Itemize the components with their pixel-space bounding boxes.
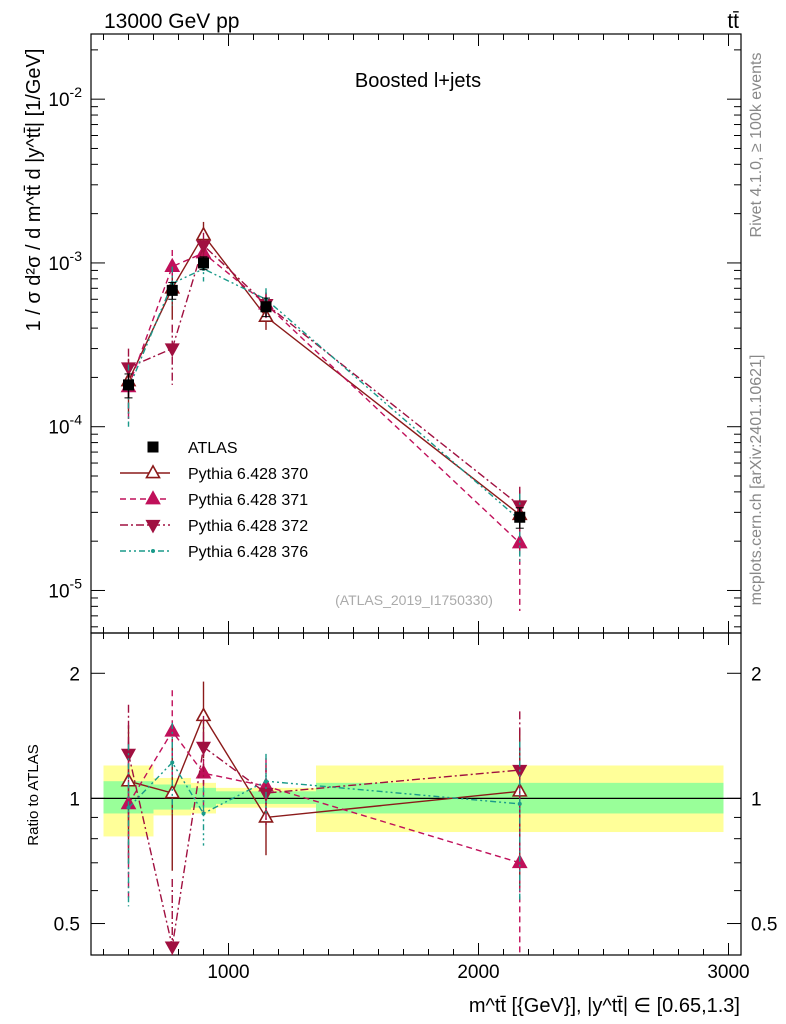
data-point-atlas: [514, 511, 526, 523]
ratio-y-axis-label: Ratio to ATLAS: [25, 744, 42, 845]
ratio-point-p371: [164, 722, 181, 737]
ratio-y-tick-label: 2: [69, 664, 80, 685]
legend-marker-p370: [145, 464, 161, 479]
x-axis-label: m^tt̄ [{GeV}], |y^tt̄| ∈ [0.65,1.3]: [469, 995, 740, 1017]
x-tick-label: 3000: [707, 962, 749, 983]
y-tick-label: 10-4: [48, 412, 82, 439]
data-point-atlas: [166, 284, 178, 296]
ratio-point-p372: [164, 941, 180, 955]
ratio-point-p376: [170, 760, 175, 765]
legend-label-atlas: ATLAS: [188, 440, 238, 457]
header-left: 13000 GeV pp: [104, 10, 239, 33]
data-point-atlas: [123, 379, 134, 391]
legend-label-p376: Pythia 6.428 376: [188, 544, 308, 561]
ratio-y-tick-label-right: 2: [751, 664, 762, 685]
data-point-atlas: [198, 257, 209, 269]
ratio-line-p372: [127, 745, 520, 947]
ratio-plot-frame: [90, 632, 742, 956]
y-tick-label: 10-5: [48, 575, 82, 602]
analysis-watermark: (ATLAS_2019_I1750330): [335, 592, 493, 608]
ratio-point-p372: [195, 741, 212, 756]
rivet-version-label: Rivet 4.1.0, ≥ 100k events: [748, 53, 765, 238]
x-tick-label: 1000: [207, 962, 249, 983]
data-point-atlas: [260, 301, 272, 313]
ratio-point-p376: [264, 779, 268, 784]
y-tick-label: 10-3: [48, 248, 82, 275]
ratio-point-p376: [517, 801, 522, 806]
ratio-point-p370: [164, 784, 181, 799]
mcplots-label: mcplots.cern.ch [arXiv:2401.10621]: [748, 355, 765, 606]
header-right: tt̄: [727, 10, 739, 33]
x-tick-label: 2000: [457, 962, 499, 983]
ratio-point-p376: [126, 805, 131, 810]
data-point-p372: [195, 240, 212, 254]
ratio-y-tick-label: 0.5: [54, 915, 80, 936]
ratio-line-p376: [127, 761, 520, 815]
ratio-y-tick-label-right: 1: [751, 789, 762, 810]
data-point-p372: [164, 343, 180, 357]
legend-marker-atlas: [147, 441, 159, 453]
chart-title: Boosted l+jets: [355, 70, 481, 92]
ratio-y-tick-label: 1: [69, 789, 80, 810]
legend-label-p372: Pythia 6.428 372: [188, 518, 308, 535]
legend-marker-p376: [151, 549, 155, 553]
ratio-point-p376: [201, 811, 206, 816]
legend-label-p371: Pythia 6.428 371: [188, 492, 308, 509]
y-tick-label: 10-2: [48, 84, 82, 111]
legend-label-p370: Pythia 6.428 370: [188, 466, 308, 483]
ratio-y-tick-label-right: 0.5: [751, 915, 777, 936]
legend-marker-p372: [145, 519, 161, 534]
data-point-p372: [512, 500, 528, 514]
main-y-axis-label: 1 / σ d²σ / d m^tt̄ d |y^tt̄| [1/GeV]: [23, 49, 45, 332]
legend-marker-p371: [145, 490, 161, 505]
